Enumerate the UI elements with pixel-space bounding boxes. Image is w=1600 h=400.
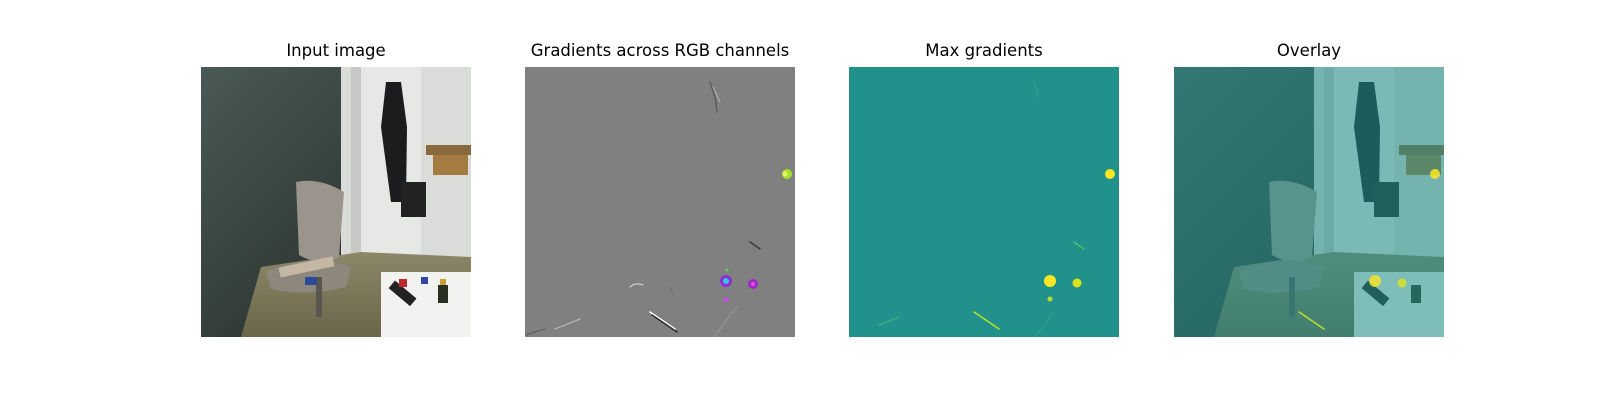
panel-input-image: Input image [201, 0, 471, 400]
panel-title: Overlay [1276, 41, 1342, 60]
max-gradient-image [849, 67, 1119, 337]
rgb-gradient-map [525, 67, 795, 337]
panel-title: Max gradients [925, 41, 1043, 60]
input-image [201, 67, 471, 337]
panel-rgb-gradients: Gradients across RGB channels [525, 0, 795, 400]
overlay-composite [1174, 67, 1444, 337]
panel-overlay: Overlay [1174, 0, 1444, 400]
max-gradient-map [849, 67, 1119, 337]
rgb-gradient-image [525, 67, 795, 337]
panel-title: Gradients across RGB channels [530, 41, 790, 60]
overlay-image [1174, 67, 1444, 337]
room-photo [201, 67, 471, 337]
panel-max-gradients: Max gradients [849, 0, 1119, 400]
panel-title: Input image [286, 41, 386, 60]
